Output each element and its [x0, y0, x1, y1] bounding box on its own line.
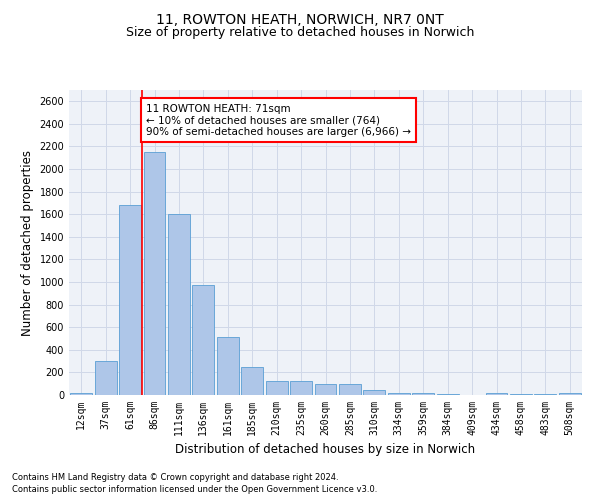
Bar [559, 392, 581, 395]
Bar [119, 205, 141, 395]
Bar [290, 382, 312, 395]
Text: Contains public sector information licensed under the Open Government Licence v3: Contains public sector information licen… [12, 485, 377, 494]
Bar [217, 338, 239, 395]
Bar [143, 152, 166, 395]
Bar [95, 361, 116, 395]
Text: Contains HM Land Registry data © Crown copyright and database right 2024.: Contains HM Land Registry data © Crown c… [12, 472, 338, 482]
Bar [193, 286, 214, 395]
Bar [168, 214, 190, 395]
Bar [70, 392, 92, 395]
Bar [339, 384, 361, 395]
Bar [266, 382, 287, 395]
Bar [412, 394, 434, 395]
Bar [485, 392, 508, 395]
Bar [388, 392, 410, 395]
X-axis label: Distribution of detached houses by size in Norwich: Distribution of detached houses by size … [175, 444, 476, 456]
Y-axis label: Number of detached properties: Number of detached properties [21, 150, 34, 336]
Text: 11, ROWTON HEATH, NORWICH, NR7 0NT: 11, ROWTON HEATH, NORWICH, NR7 0NT [156, 12, 444, 26]
Bar [364, 390, 385, 395]
Bar [314, 384, 337, 395]
Text: Size of property relative to detached houses in Norwich: Size of property relative to detached ho… [126, 26, 474, 39]
Bar [535, 394, 556, 395]
Bar [510, 394, 532, 395]
Bar [437, 394, 458, 395]
Text: 11 ROWTON HEATH: 71sqm
← 10% of detached houses are smaller (764)
90% of semi-de: 11 ROWTON HEATH: 71sqm ← 10% of detached… [146, 104, 411, 137]
Bar [241, 367, 263, 395]
